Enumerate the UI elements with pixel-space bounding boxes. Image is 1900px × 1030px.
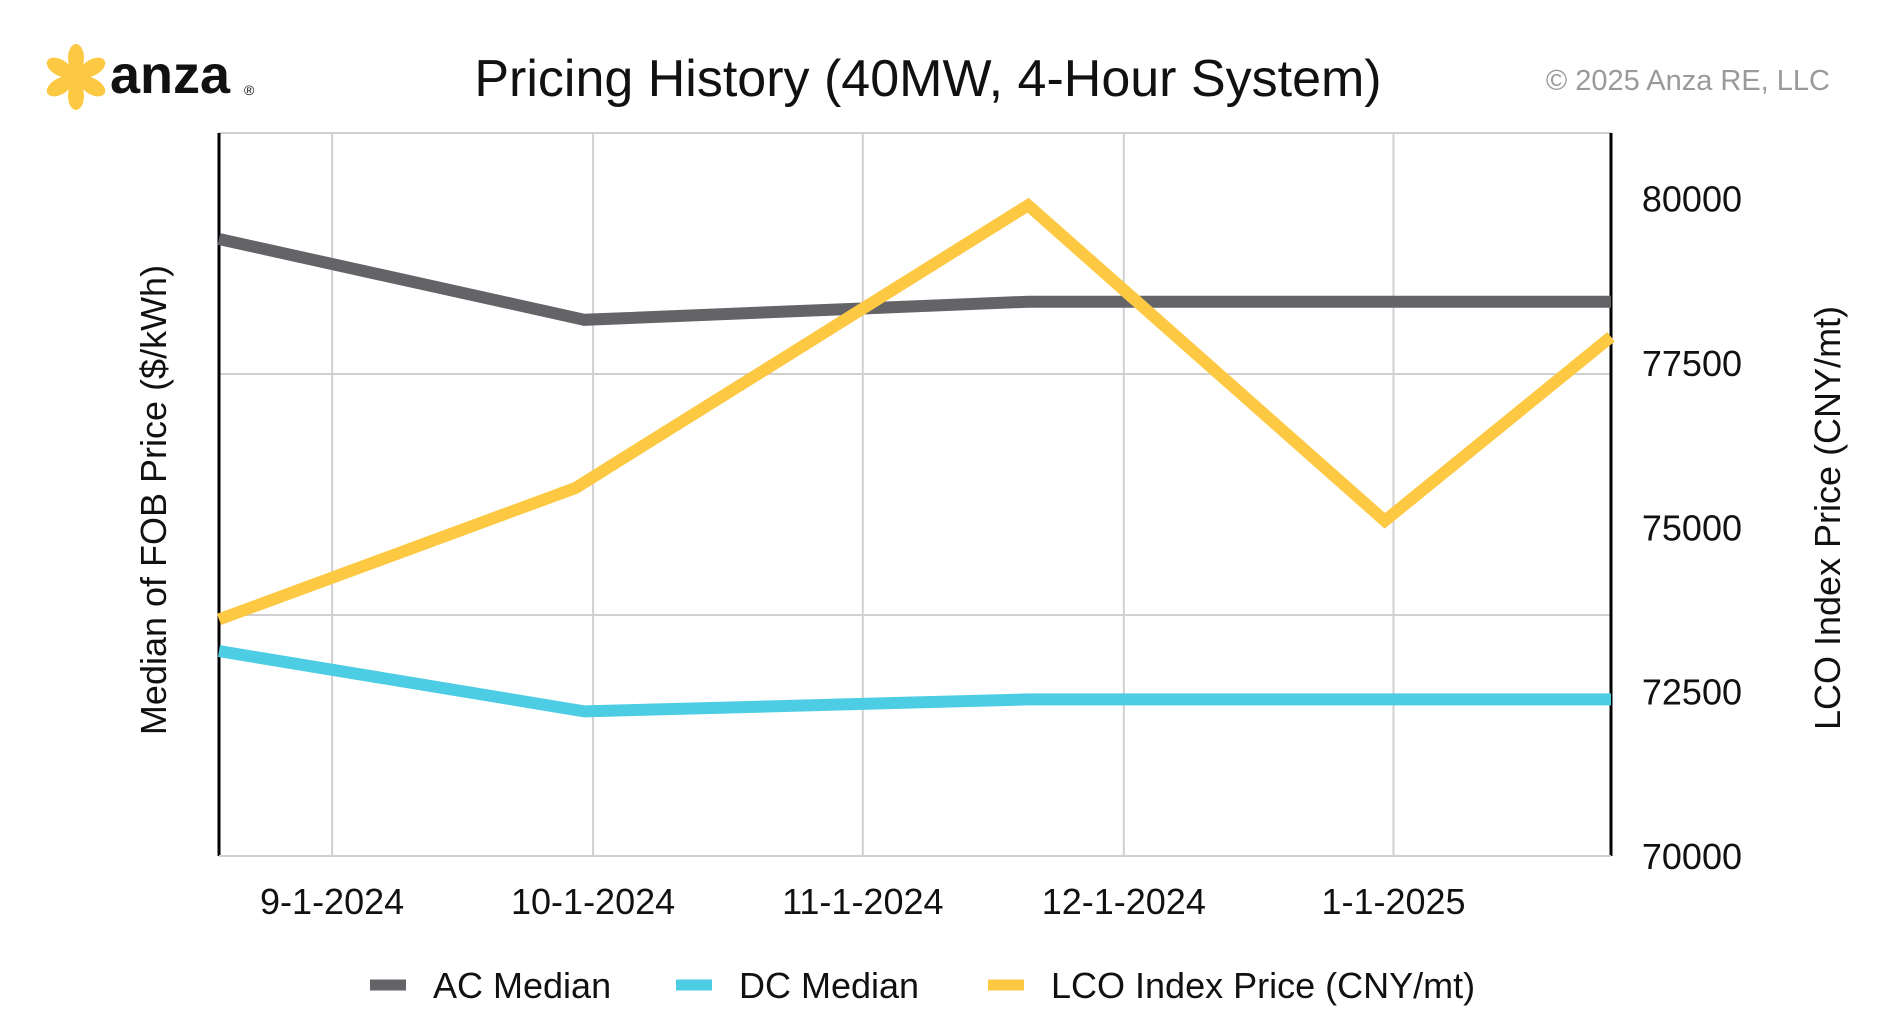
copyright-notice: © 2025 Anza RE, LLC [1546, 65, 1830, 97]
y2-axis-label: LCO Index Price (CNY/mt) [1807, 306, 1848, 730]
x-axis-ticks: 9-1-2024 10-1-2024 11-1-2024 12-1-2024 1-1-2… [260, 881, 1466, 922]
x-tick-label: 12-1-2024 [1042, 881, 1206, 922]
x-tick-label: 10-1-2024 [511, 881, 675, 922]
y2-tick-label: 77500 [1642, 343, 1742, 384]
anza-logo: anza ® [46, 44, 255, 110]
y2-tick-label: 75000 [1642, 507, 1742, 548]
brand-reg-mark: ® [244, 82, 255, 98]
y2-tick-label: 72500 [1642, 672, 1742, 713]
y2-tick-label: 80000 [1642, 179, 1742, 220]
series-line-dc-median [218, 645, 1611, 718]
x-tick-label: 1-1-2025 [1321, 881, 1465, 922]
y2-axis-ticks: 80000 77500 75000 72500 70000 [1642, 179, 1742, 877]
series-line-ac-median [217, 233, 1611, 326]
x-tick-label: 9-1-2024 [260, 881, 404, 922]
brand-name: anza [110, 45, 231, 105]
y2-tick-label: 70000 [1642, 836, 1742, 877]
series-line-lco-index-price-cny-mt [216, 197, 1615, 626]
axes [217, 133, 1613, 857]
legend-label: LCO Index Price (CNY/mt) [1051, 965, 1475, 1006]
y-axis-label: Median of FOB Price ($/kWh) [133, 265, 174, 735]
legend-label: AC Median [433, 965, 611, 1006]
flower-icon [46, 44, 106, 110]
series-layer [216, 197, 1615, 718]
grid [219, 132, 1611, 856]
legend-label: DC Median [739, 965, 919, 1006]
legend: AC Median DC Median LCO Index Price (CNY/m… [370, 965, 1475, 1006]
chart-title: Pricing History (40MW, 4-Hour System) [474, 50, 1381, 108]
x-tick-label: 11-1-2024 [782, 881, 943, 922]
